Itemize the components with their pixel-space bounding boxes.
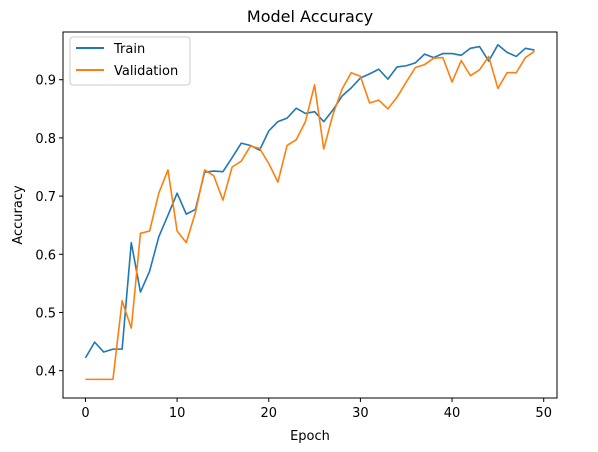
tick-group: 0 10 20 30 40 50 0.4 0.5 0.6 0.7 0.8 0.9 bbox=[35, 74, 552, 421]
x-tick-label: 20 bbox=[260, 406, 277, 421]
x-tick-label: 50 bbox=[535, 406, 552, 421]
legend-label-validation: Validation bbox=[114, 64, 178, 79]
y-axis-label: Accuracy bbox=[11, 185, 26, 245]
y-tick-label: 0.5 bbox=[35, 306, 56, 321]
x-tick-label: 30 bbox=[352, 406, 369, 421]
x-tick-label: 10 bbox=[169, 406, 186, 421]
x-tick-label: 40 bbox=[444, 406, 461, 421]
legend-label-train: Train bbox=[113, 42, 145, 57]
y-tick-label: 0.8 bbox=[35, 132, 56, 147]
y-tick-label: 0.6 bbox=[35, 248, 56, 263]
series-line-validation bbox=[85, 50, 536, 381]
x-tick-label: 0 bbox=[81, 406, 89, 421]
chart-title: Model Accuracy bbox=[247, 7, 373, 26]
series-line-train bbox=[84, 43, 535, 359]
legend: Train Validation bbox=[69, 36, 191, 86]
series-lines bbox=[84, 43, 536, 381]
y-tick-label: 0.9 bbox=[35, 74, 56, 89]
y-tick-label: 0.7 bbox=[35, 190, 56, 205]
x-axis-label: Epoch bbox=[290, 429, 330, 444]
plot-frame bbox=[62, 31, 558, 399]
y-tick-label: 0.4 bbox=[35, 365, 56, 380]
